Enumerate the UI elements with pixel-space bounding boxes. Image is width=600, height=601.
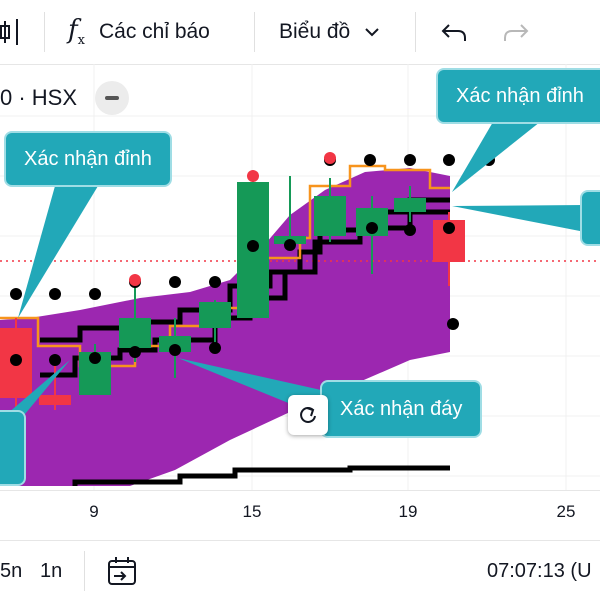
chevron-down-icon bbox=[365, 28, 379, 37]
redo-icon bbox=[504, 24, 529, 41]
candle-body bbox=[199, 302, 231, 328]
x-tick-label: 9 bbox=[89, 502, 99, 521]
chart-type-dropdown[interactable]: Biểu đồ bbox=[279, 0, 380, 64]
signal-dot bbox=[49, 288, 61, 300]
signal-dot bbox=[169, 276, 181, 288]
calendar-arrow-icon bbox=[108, 557, 136, 585]
chart-type-label: Biểu đồ bbox=[279, 20, 351, 43]
price-chart[interactable] bbox=[0, 64, 600, 490]
signal-dot-red bbox=[324, 152, 336, 164]
callout-pointer bbox=[18, 186, 98, 318]
candle-body bbox=[119, 318, 151, 348]
symbol-label: 0 · HSX bbox=[0, 85, 78, 110]
black-line-lower bbox=[72, 465, 450, 486]
signal-dot bbox=[366, 222, 378, 234]
signal-dot-red bbox=[247, 170, 259, 182]
signal-dot bbox=[404, 154, 416, 166]
indicators-button[interactable]: fx Các chỉ báo bbox=[68, 0, 210, 64]
clock-readout: 07:07:13 (U bbox=[487, 559, 592, 582]
callout-text: Xác nhận đáy bbox=[340, 397, 463, 420]
signal-dot bbox=[49, 354, 61, 366]
collapse-legend-button[interactable] bbox=[95, 81, 130, 115]
candle-body bbox=[39, 395, 71, 405]
callout-peak-right: Xác nhận đỉnh bbox=[436, 68, 600, 124]
x-tick-label: 25 bbox=[556, 502, 576, 521]
refresh-icon bbox=[300, 407, 316, 423]
function-icon: fx bbox=[68, 15, 85, 49]
bottom-bar: 5n 1n 07:07:13 (U bbox=[0, 540, 600, 601]
signal-dot bbox=[247, 240, 259, 252]
signal-dot bbox=[447, 318, 459, 330]
signal-dot bbox=[89, 288, 101, 300]
callout-text: Xác nhận đỉnh bbox=[24, 147, 152, 170]
signal-dot bbox=[169, 344, 181, 356]
signal-dots bbox=[10, 152, 495, 366]
callout-pointer bbox=[452, 110, 555, 192]
signal-dot bbox=[89, 352, 101, 364]
candle-style-icon[interactable] bbox=[0, 0, 22, 64]
x-axis-line bbox=[0, 490, 600, 491]
undo-icon bbox=[441, 24, 466, 41]
callout-pointer bbox=[0, 360, 70, 420]
callout-text: Xác nhận đỉnh bbox=[456, 84, 584, 107]
go-to-date-button[interactable] bbox=[106, 541, 138, 601]
signal-dot bbox=[10, 354, 22, 366]
reset-chart-button[interactable] bbox=[288, 395, 328, 435]
signal-dot-red bbox=[129, 274, 141, 286]
callout-cut-left bbox=[0, 410, 26, 486]
signal-dot bbox=[443, 154, 455, 166]
signal-dot bbox=[10, 288, 22, 300]
toolbar-divider bbox=[415, 12, 416, 52]
toolbar-divider bbox=[44, 12, 45, 52]
callout-cut-right bbox=[580, 190, 600, 246]
toolbar-divider bbox=[254, 12, 255, 52]
bottom-divider bbox=[84, 551, 85, 591]
signal-dot bbox=[364, 154, 376, 166]
candle-body bbox=[314, 196, 346, 236]
signal-dot bbox=[404, 224, 416, 236]
range-5n-button[interactable]: 5n bbox=[0, 559, 23, 582]
callout-trough: Xác nhận đáy bbox=[320, 380, 483, 438]
top-toolbar: fx Các chỉ báo Biểu đồ bbox=[0, 0, 600, 65]
undo-button[interactable] bbox=[440, 0, 468, 64]
minus-icon bbox=[105, 96, 120, 100]
signal-dot bbox=[209, 342, 221, 354]
range-1n-button[interactable]: 1n bbox=[40, 559, 63, 582]
indicators-label: Các chỉ báo bbox=[98, 20, 210, 43]
signal-dot bbox=[443, 222, 455, 234]
candle-body bbox=[394, 198, 426, 212]
x-tick-label: 15 bbox=[242, 502, 262, 521]
signal-dot bbox=[284, 239, 296, 251]
x-tick-label: 19 bbox=[398, 502, 418, 521]
candles bbox=[0, 176, 465, 420]
signal-dot bbox=[209, 276, 221, 288]
symbol-legend: 0 · HSX bbox=[0, 78, 130, 118]
redo-button[interactable] bbox=[502, 0, 530, 64]
signal-dot bbox=[129, 346, 141, 358]
callout-pointer bbox=[452, 205, 585, 232]
callout-peak-left: Xác nhận đỉnh bbox=[4, 131, 172, 187]
